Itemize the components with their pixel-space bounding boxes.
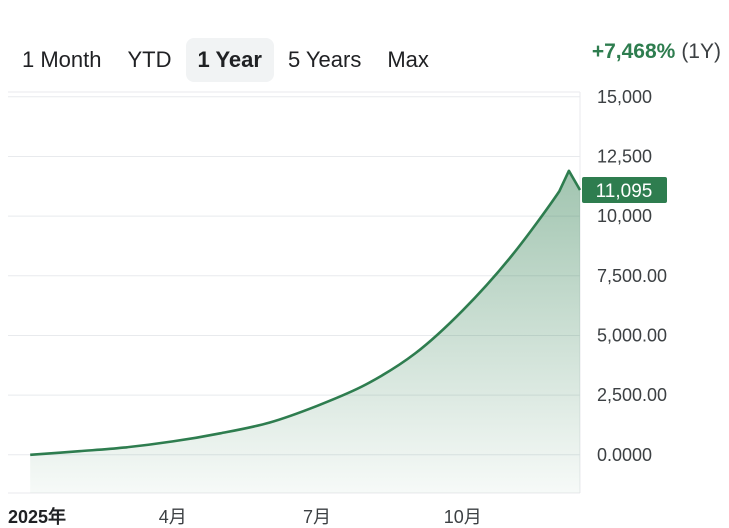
- y-tick-label: 2,500.00: [597, 385, 667, 405]
- last-value-badge: 11,095: [582, 176, 667, 203]
- x-tick-label: 4月: [159, 507, 187, 527]
- tab-ytd[interactable]: YTD: [127, 47, 172, 72]
- x-tick-label: 7月: [303, 507, 331, 527]
- range-tabs: 1 Month YTD 1 Year 5 Years Max: [10, 38, 441, 82]
- y-tick-label: 7,500.00: [597, 266, 667, 286]
- performance-change: +7,468%: [591, 40, 676, 63]
- performance-period: (1Y): [681, 40, 721, 63]
- y-axis: 0.0000 2,500.00 5,000.00 7,500.00 10,000 12,5…: [597, 87, 667, 465]
- x-tick-label: 10月: [444, 507, 482, 527]
- performance-summary: +7,468% (1Y): [592, 38, 721, 66]
- tab-1-year[interactable]: 1 Year: [185, 38, 274, 82]
- chart-area-fill: [30, 170, 580, 494]
- last-value-label: 11,095: [596, 181, 653, 202]
- y-tick-label: 15,000: [597, 87, 652, 107]
- y-tick-label: 10,000: [597, 206, 652, 226]
- chart-series-line: [30, 169, 582, 457]
- tab-1-month[interactable]: 1 Month: [22, 47, 102, 72]
- tab-max[interactable]: Max: [387, 47, 429, 72]
- last-value-badge-bg: [582, 176, 667, 203]
- series-line: [30, 169, 582, 457]
- y-tick-label: 5,000.00: [597, 325, 667, 345]
- x-axis: 2025年 4月 7月 10月: [8, 506, 482, 527]
- y-tick-label: 0.0000: [597, 445, 652, 465]
- area-fill: [30, 170, 580, 494]
- tab-5-years[interactable]: 5 Years: [287, 47, 362, 72]
- y-tick-label: 12,500: [597, 146, 652, 166]
- x-tick-label: 2025年: [8, 506, 66, 527]
